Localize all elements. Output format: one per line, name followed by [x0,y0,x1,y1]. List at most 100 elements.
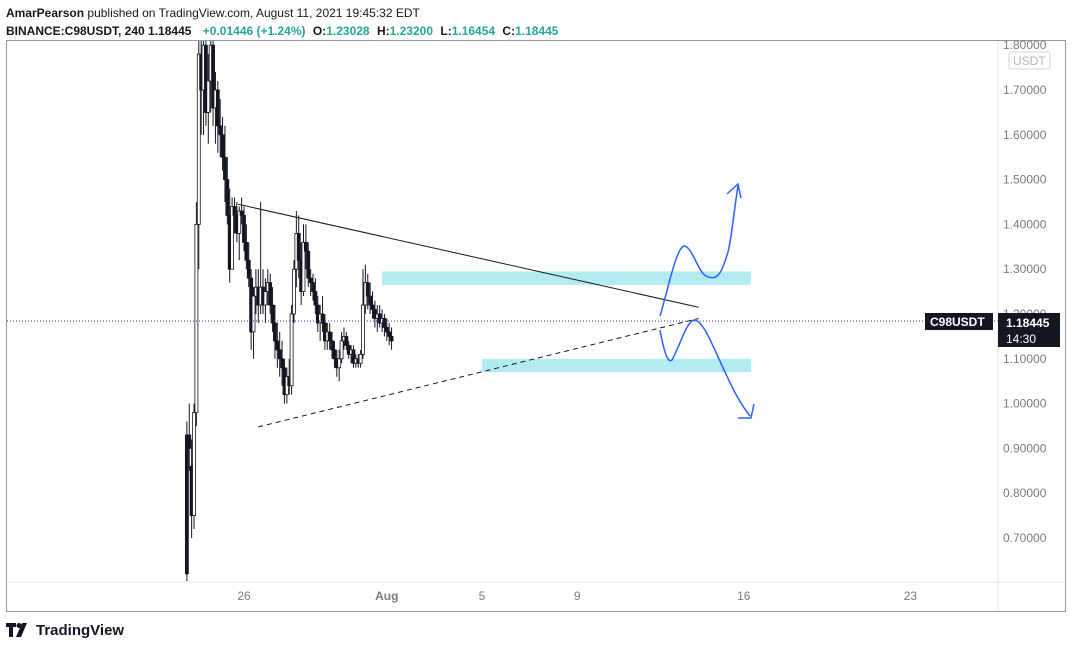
last-price: 1.18445 [148,24,192,38]
high-value: 1.23200 [389,24,434,38]
candle-body [237,210,242,234]
candle-body [194,223,199,413]
y-tick-label: 1.40000 [1003,217,1047,231]
y-tick-label: 1.30000 [1003,262,1047,276]
candle-body [184,434,189,575]
candle-body [268,282,273,306]
candle-body [337,358,342,369]
candle-body [192,412,196,516]
ohlc-line: BINANCE:C98USDT, 240 1.18445 +0.01446 (+… [6,22,562,40]
candle-body [306,250,311,279]
down-arrowhead [738,403,755,419]
up-arrowhead [726,182,742,199]
candle-body [196,53,201,225]
last-price-tag [998,313,1060,347]
candle-body [384,327,389,333]
plot-area [7,41,998,581]
close-label: C: [502,24,516,38]
candle-body [382,318,387,328]
candle-body [387,331,392,337]
publish-line: AmarPearson published on TradingView.com… [6,4,562,22]
candle-body [211,44,215,109]
chart-frame[interactable] [6,40,1066,612]
symbol-price-tag-label: C98USDT [930,315,985,329]
candle-body [311,282,315,293]
y-tick-label: 1.10000 [1003,352,1047,366]
author-name[interactable]: AmarPearson [6,6,85,20]
candle-body [251,295,256,333]
candle-body [289,313,294,387]
x-tick-label: 23 [904,589,918,603]
x-tick-label: Aug [375,589,398,603]
candle-body [239,210,244,216]
down-arrow-path [659,319,751,417]
y-tick-label: 1.70000 [1003,83,1047,97]
candle-body [204,44,208,113]
candle-body [230,206,235,270]
candle-body [280,358,284,369]
last-price-tag-value: 1.18445 [1006,316,1050,330]
candle-body [358,353,363,364]
tradingview-logo-icon[interactable] [6,623,30,637]
candle-body [244,241,249,261]
candle-body [270,304,275,324]
candle-body [220,134,225,158]
price-change: +0.01446 (+1.24%) [202,24,306,38]
candle-body [187,434,192,449]
y-tick-label: 0.90000 [1003,441,1047,455]
footer: TradingView [6,620,124,640]
y-tick-label: 1.60000 [1003,128,1047,142]
y-tick-label-top: 1.80000 [1003,38,1047,52]
open-label: O: [312,24,327,38]
x-tick-label: 5 [479,589,486,603]
currency-badge-label: USDT [1013,54,1046,68]
high-label: H: [376,24,390,38]
candle-body [232,206,237,216]
currency-badge [1008,51,1051,70]
candle-body [351,349,356,364]
x-tick-label: 16 [737,589,751,603]
candle-body [296,232,301,261]
x-tick-label: 26 [237,589,251,603]
candle-body [218,125,223,136]
candle-body [215,89,220,127]
y-tick-label: 0.70000 [1003,531,1047,545]
candle-body [275,340,280,351]
candle-body [370,304,375,310]
y-tick-label: 1.50000 [1003,173,1047,187]
candle-body [277,349,282,360]
candle-body [223,156,227,180]
candle-body [332,349,337,360]
candle-body [365,282,370,297]
low-value: 1.16454 [451,24,496,38]
candle-body [301,241,306,293]
candle-body [330,340,334,351]
y-tick-label: 0.80000 [1003,486,1047,500]
candle-body [320,313,325,324]
candle-body [206,80,211,113]
candle-body [263,291,268,306]
candle-body [292,268,296,315]
candle-body [361,304,365,355]
candle-body [327,331,332,342]
zone-rect-1 [482,358,751,373]
low-label: L: [440,24,452,38]
candle-body [308,277,313,284]
candle-body [313,291,318,306]
symbol-price-tag [925,313,993,330]
resistance-trendline [237,203,699,308]
candle-body [368,295,373,306]
publish-info: published on TradingView.com, August 11,… [87,6,420,20]
candle-body [246,259,251,279]
candle-body [225,179,230,216]
close-value: 1.18445 [515,24,559,38]
last-price-tag-countdown: 14:30 [1006,332,1036,346]
support-trendline [258,317,699,428]
y-tick-label: 1.00000 [1003,397,1047,411]
tradingview-brand[interactable]: TradingView [36,621,125,639]
candle-body [303,241,308,252]
x-tick-label: 9 [574,589,581,603]
candle-body [242,215,246,243]
candle-body [339,340,344,360]
